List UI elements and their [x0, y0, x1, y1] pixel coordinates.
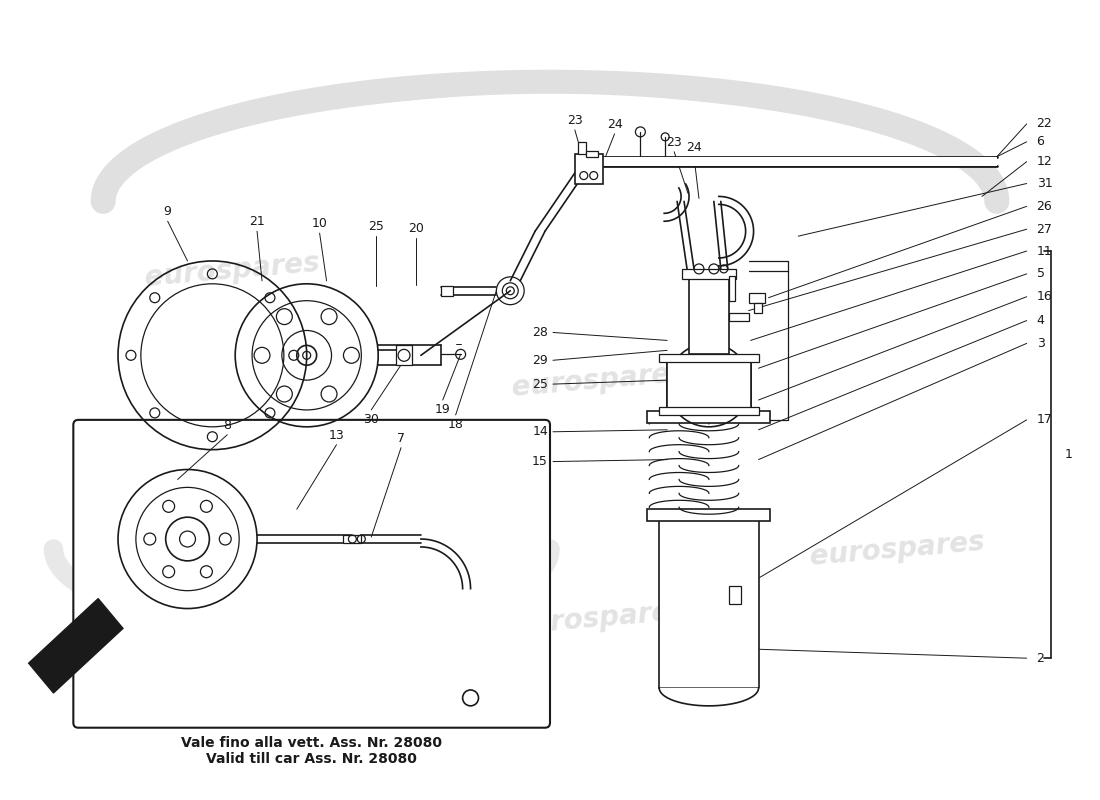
Bar [728, 313, 749, 321]
Text: eurospares: eurospares [512, 597, 689, 640]
Text: 9: 9 [164, 205, 172, 218]
Bar [575, 154, 603, 183]
Text: 15: 15 [532, 455, 548, 468]
Text: 8: 8 [223, 419, 231, 432]
Bar [590, 157, 997, 166]
Text: 18: 18 [448, 418, 463, 431]
Text: 19: 19 [434, 403, 451, 417]
Bar [728, 276, 735, 301]
Text: 21: 21 [250, 214, 265, 228]
Text: 20: 20 [408, 222, 424, 234]
Text: Valid till car Ass. Nr. 28080: Valid till car Ass. Nr. 28080 [206, 753, 417, 766]
Bar [659, 407, 759, 415]
Text: eurospares: eurospares [144, 250, 321, 293]
Text: 29: 29 [532, 354, 548, 366]
Text: 7: 7 [397, 432, 405, 446]
Text: 17: 17 [1036, 414, 1053, 426]
Text: 16: 16 [1036, 290, 1053, 303]
Bar [682, 269, 736, 279]
Bar [441, 286, 453, 296]
Text: 5: 5 [1036, 267, 1045, 280]
Bar [659, 354, 759, 362]
Text: 30: 30 [363, 414, 379, 426]
Text: eurospares: eurospares [144, 498, 321, 541]
Bar [659, 519, 759, 688]
Text: 28: 28 [532, 326, 548, 339]
Text: 24: 24 [686, 142, 702, 154]
Text: 10: 10 [311, 217, 328, 230]
Bar [647, 411, 770, 423]
Text: 1: 1 [1065, 448, 1072, 461]
Bar [647, 510, 770, 521]
Polygon shape [29, 598, 123, 693]
Bar [749, 293, 764, 302]
Bar [343, 535, 361, 543]
Text: 2: 2 [1036, 652, 1045, 665]
Text: 3: 3 [1036, 337, 1045, 350]
Bar [396, 346, 412, 366]
Text: 12: 12 [1036, 155, 1053, 168]
Text: 26: 26 [1036, 200, 1053, 213]
FancyBboxPatch shape [74, 420, 550, 728]
Text: 24: 24 [607, 118, 623, 131]
Text: 22: 22 [1036, 118, 1053, 130]
Text: 25: 25 [532, 378, 548, 390]
Bar [585, 150, 597, 157]
Text: 23: 23 [566, 114, 583, 127]
Text: eurospares: eurospares [512, 358, 689, 402]
Text: 11: 11 [1036, 245, 1053, 258]
Bar [754, 302, 761, 313]
Text: 13: 13 [329, 430, 344, 442]
Bar [578, 142, 585, 154]
Text: 14: 14 [532, 426, 548, 438]
Text: 31: 31 [1036, 177, 1053, 190]
Text: 27: 27 [1036, 222, 1053, 236]
Text: Vale fino alla vett. Ass. Nr. 28080: Vale fino alla vett. Ass. Nr. 28080 [182, 736, 442, 750]
Bar [668, 360, 750, 410]
Text: 25: 25 [368, 220, 384, 233]
Text: 6: 6 [1036, 135, 1045, 148]
Text: 23: 23 [667, 136, 682, 150]
Bar [728, 586, 740, 603]
Bar [689, 275, 728, 354]
Text: 4: 4 [1036, 314, 1045, 327]
Text: eurospares: eurospares [808, 527, 987, 570]
